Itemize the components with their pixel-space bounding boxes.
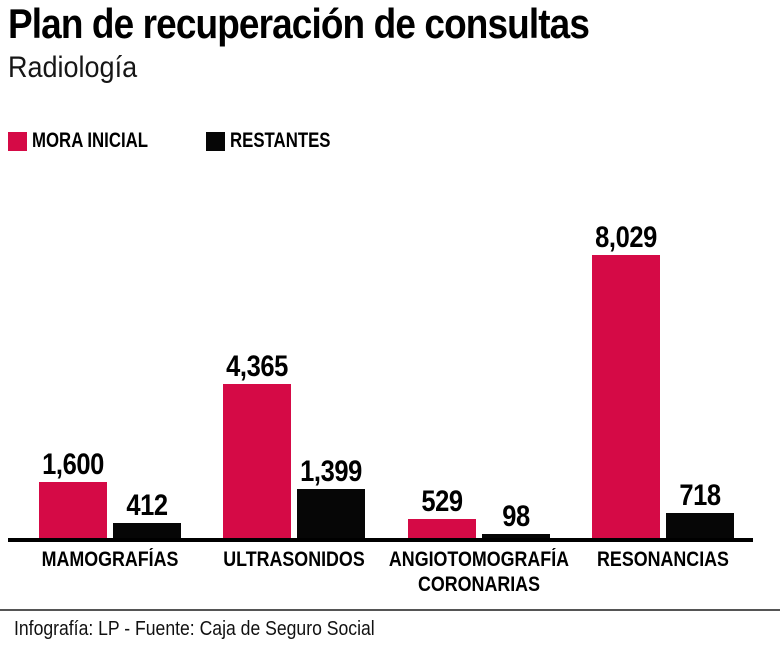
value-label-resonancias-mora-inicial: 8,029 (595, 221, 657, 254)
bar-mamografias-mora-inicial (39, 482, 107, 538)
value-label-angiotomografia-coronarias-mora-inicial: 529 (421, 485, 463, 518)
bar-resonancias-restantes (666, 513, 734, 538)
bar-ultrasonidos-restantes (297, 489, 365, 538)
value-label-angiotomografia-coronarias-restantes: 98 (502, 500, 530, 533)
value-label-resonancias-restantes: 718 (679, 479, 721, 512)
legend-item-restantes: RESTANTES (206, 129, 356, 152)
footer-source: Infografía: LP - Fuente: Caja de Seguro … (14, 618, 375, 640)
bar-angiotomografia-coronarias-mora-inicial (408, 519, 476, 538)
footer-divider (0, 609, 780, 611)
legend-swatch-mora-inicial (8, 131, 27, 151)
value-label-mamografias-restantes: 412 (126, 489, 168, 522)
page-title: Plan de recuperación de consultas (8, 0, 590, 47)
category-label-angiotomografia-coronarias: ANGIOTOMOGRAFÍA CORONARIAS (388, 548, 570, 596)
page-subtitle: Radiología (8, 51, 138, 84)
legend-label-mora-inicial: MORA INICIAL (32, 129, 149, 152)
bar-ultrasonidos-mora-inicial (223, 384, 291, 538)
bar-angiotomografia-coronarias-restantes (482, 534, 550, 538)
value-label-ultrasonidos-mora-inicial: 4,365 (226, 350, 288, 383)
x-axis-line (8, 538, 753, 542)
bar-resonancias-mora-inicial (592, 255, 660, 538)
legend: MORA INICIAL RESTANTES (8, 129, 768, 152)
legend-label-restantes: RESTANTES (230, 129, 331, 152)
category-label-mamografias: MAMOGRAFÍAS (41, 548, 179, 571)
legend-item-mora-inicial: MORA INICIAL (8, 129, 177, 152)
value-label-mamografias-mora-inicial: 1,600 (42, 448, 104, 481)
value-label-ultrasonidos-restantes: 1,399 (300, 455, 362, 488)
plot-area: 1,600 412 MAMOGRAFÍAS 4,365 1,399 ULTRASONIDO… (8, 200, 754, 596)
category-label-resonancias: RESONANCIAS (597, 548, 729, 571)
legend-swatch-restantes (206, 131, 225, 151)
bar-mamografias-restantes (113, 523, 181, 538)
category-label-ultrasonidos: ULTRASONIDOS (223, 548, 365, 571)
